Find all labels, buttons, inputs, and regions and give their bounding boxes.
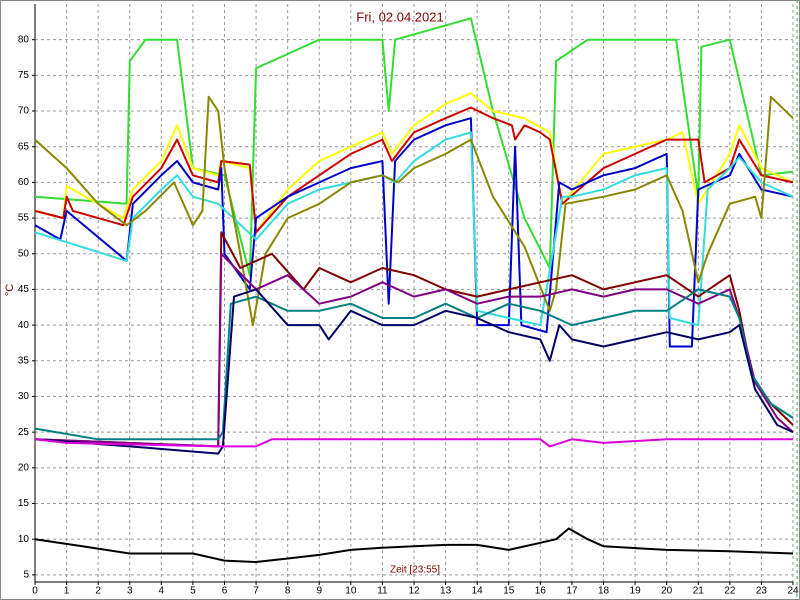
x-tick-label: 24: [787, 586, 799, 597]
y-tick-label: 10: [18, 534, 30, 545]
series-line: [34, 231, 794, 448]
y-tick-label: 50: [18, 248, 30, 259]
x-tick-label: 6: [222, 586, 228, 597]
y-tick-label: 40: [18, 320, 30, 331]
y-tick-label: 25: [18, 427, 30, 438]
y-tick-label: 20: [18, 462, 30, 473]
y-tick-label: 70: [18, 106, 30, 117]
y-tick-label: 75: [18, 70, 30, 81]
x-tick-label: 9: [316, 586, 322, 597]
x-tick-label: 7: [253, 586, 259, 597]
y-axis-label: °C: [4, 284, 16, 296]
x-tick-label: 15: [503, 586, 515, 597]
series-line: [34, 95, 794, 327]
x-tick-label: 20: [661, 586, 673, 597]
x-tick-label: 2: [95, 586, 101, 597]
y-tick-label: 35: [18, 355, 30, 366]
y-tick-label: 45: [18, 284, 30, 295]
y-tick-label: 15: [18, 498, 30, 509]
x-tick-label: 22: [724, 586, 736, 597]
y-tick-label: 5: [23, 570, 29, 581]
x-tick-label: 11: [377, 586, 388, 597]
x-tick-label: 8: [285, 586, 291, 597]
series-line: [34, 17, 794, 277]
x-tick-label: 10: [345, 586, 357, 597]
y-tick-label: 65: [18, 141, 30, 152]
x-tick-label: 14: [472, 586, 484, 597]
x-tick-label: 19: [630, 586, 642, 597]
x-tick-label: 3: [127, 586, 133, 597]
x-tick-label: 12: [408, 586, 420, 597]
x-tick-label: 16: [535, 586, 547, 597]
x-tick-label: 4: [159, 586, 165, 597]
series-line: [34, 131, 794, 327]
chart-title: Fri, 02.04.2021: [356, 9, 443, 24]
x-tick-label: 17: [566, 586, 578, 597]
series-line: [34, 252, 794, 448]
x-tick-label: 23: [756, 586, 768, 597]
y-tick-label: 30: [18, 391, 30, 402]
x-tick-label: 5: [190, 586, 196, 597]
series-line: [34, 92, 794, 234]
y-tick-label: 55: [18, 213, 30, 224]
series-line: [34, 288, 794, 455]
x-axis-label: Zeit [23:55]: [390, 565, 440, 576]
x-tick-label: 1: [64, 586, 70, 597]
series-line: [34, 527, 794, 563]
y-tick-label: 60: [18, 177, 30, 188]
series-line: [34, 106, 794, 234]
series-line: [34, 438, 793, 448]
x-tick-label: 18: [598, 586, 610, 597]
x-tick-label: 0: [32, 586, 38, 597]
y-tick-label: 80: [18, 34, 30, 45]
x-tick-label: 21: [693, 586, 705, 597]
x-tick-label: 13: [440, 586, 452, 597]
